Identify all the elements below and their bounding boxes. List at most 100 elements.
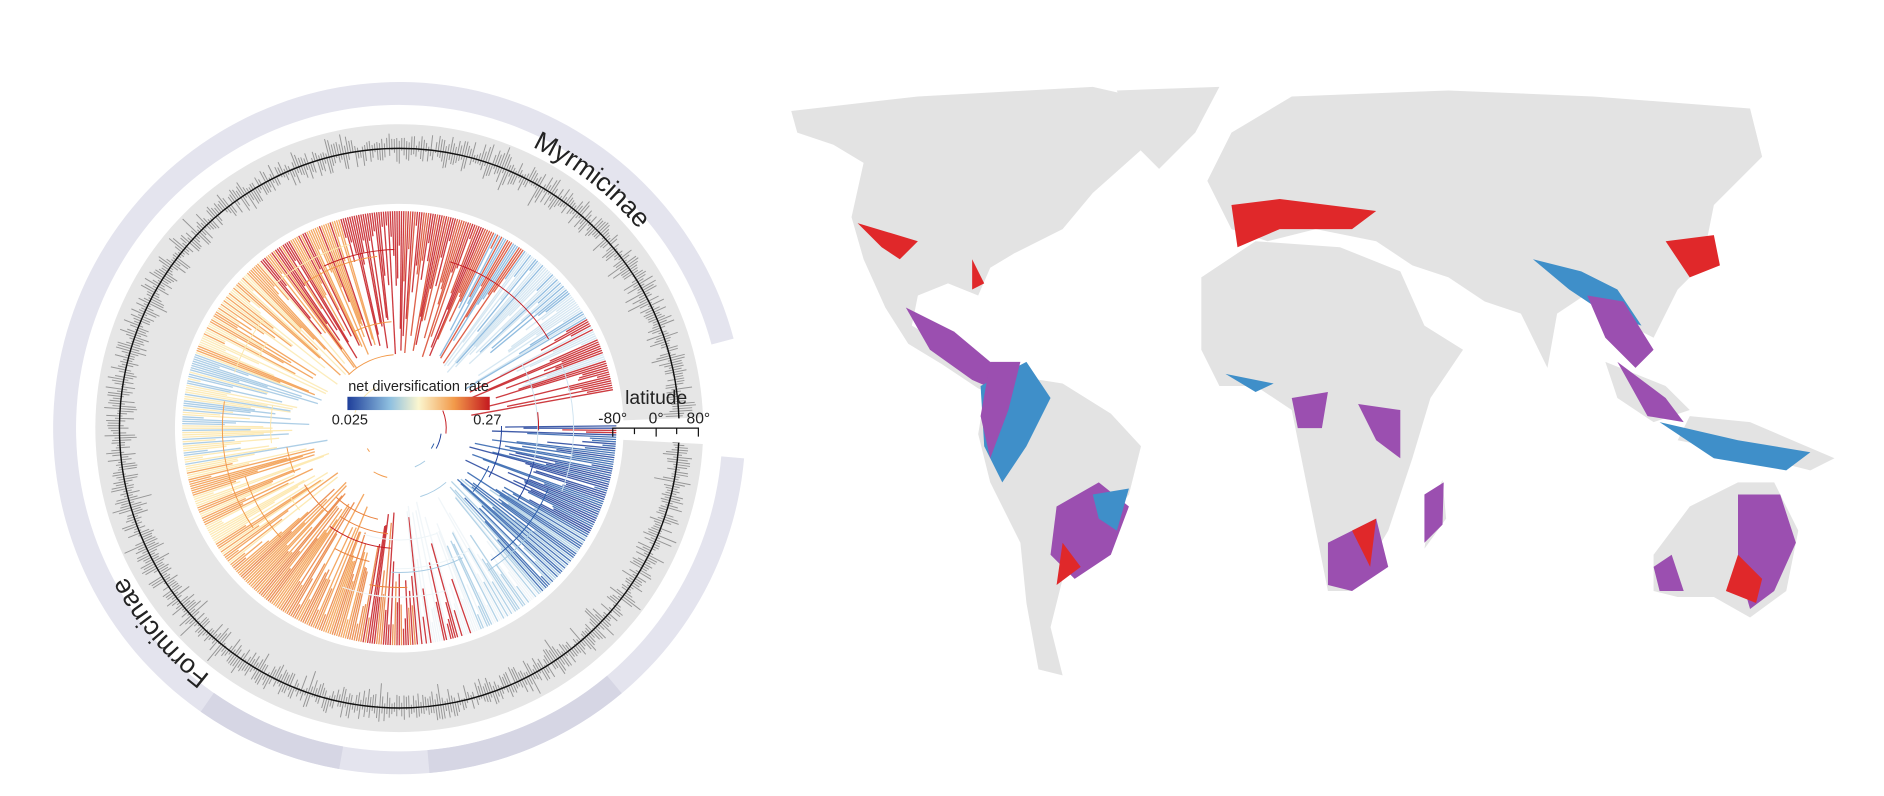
tree-branch [310,229,321,250]
trait-bar [112,397,122,400]
trait-bar [242,186,258,209]
trait-bar [560,197,574,214]
trait-bar [152,279,165,288]
tree-branch [501,489,586,542]
trait-bar [637,541,656,551]
tree-branch [231,541,263,568]
trait-bar [575,201,590,219]
trait-bar [651,353,685,364]
trait-bar [589,621,606,639]
trait-bar [602,228,610,236]
trait-bar [493,681,501,697]
trait-bar [629,577,643,587]
tree-branch [460,478,567,568]
tree-branch [308,230,363,347]
tree-node [339,515,389,535]
tree-node [258,341,268,357]
trait-bar [149,271,169,285]
tree-node [329,526,391,549]
trait-bar [132,508,143,513]
tree-branch [342,218,356,263]
tree-branch [267,254,283,275]
tree-branch [182,418,310,426]
trait-bar [595,224,610,240]
trait-bar [121,363,134,368]
trait-bar [135,542,159,555]
tree-branch [207,324,263,356]
trait-bar [663,483,680,489]
trait-bar [622,267,638,278]
tree-branch [213,315,292,364]
tree-branch [327,222,363,320]
trait-bar [457,692,462,706]
tree-branch [482,458,603,505]
trait-bar [666,395,686,399]
tree-node [289,496,301,511]
trait-bar [114,494,152,505]
tree-branch [194,492,214,501]
trait-bar [276,674,283,684]
trait-bar [115,462,136,466]
trait-bar [373,143,376,153]
trait-bar [287,687,293,697]
tree-node [561,364,575,492]
trait-bar [669,409,693,413]
trait-bar [497,157,512,191]
trait-bar [643,552,664,564]
tree-branch [258,495,343,595]
tree-branch [512,493,588,538]
tree-branch [506,384,613,408]
tree-branch [533,530,573,560]
tree-branch [355,605,365,642]
trait-bar [354,146,359,168]
tree-branch [458,230,491,298]
trait-bar [627,283,645,295]
tree-branch [421,212,430,261]
trait-bar [197,628,206,637]
trait-bar [613,607,623,616]
trait-bar [566,202,576,215]
tree-branch [187,448,307,477]
tree-branch [402,211,410,337]
trait-bar [116,390,133,394]
tree-branch [489,289,567,354]
trait-bar [123,319,144,328]
trait-bar [578,205,590,219]
tree-branch [508,453,611,479]
trait-bar [495,147,511,183]
trait-bar [635,569,652,580]
trait-bar [109,399,135,404]
trait-bar [496,153,506,174]
trait-bar [556,648,570,667]
tree-branch [478,307,581,377]
tree-branch [183,447,241,457]
tree-branch [429,227,485,357]
trait-bar [663,412,685,415]
tree-node [336,497,379,520]
trait-bar [668,364,684,369]
tree-branch [276,519,338,609]
tree-branch [298,235,352,337]
trait-bar [254,663,267,684]
trait-bar [544,639,567,671]
tree-branch [184,393,291,412]
trait-bar [176,595,189,606]
tree-branch [184,395,291,413]
tree-branch [492,506,566,569]
tree-node [414,460,426,468]
tree-branch [193,358,220,369]
trait-bar [112,405,136,408]
tree-branch [378,211,386,276]
clade-ring [200,692,344,770]
latitude-tick: -80° [598,410,627,427]
trait-bar [180,237,187,244]
trait-bar [329,691,335,707]
tree-branch [586,431,617,434]
trait-bar [665,451,688,454]
trait-bar [501,154,511,174]
tree-branch [272,508,343,606]
trait-bar [262,171,272,188]
trait-bar [652,329,662,335]
trait-bar [522,660,541,694]
